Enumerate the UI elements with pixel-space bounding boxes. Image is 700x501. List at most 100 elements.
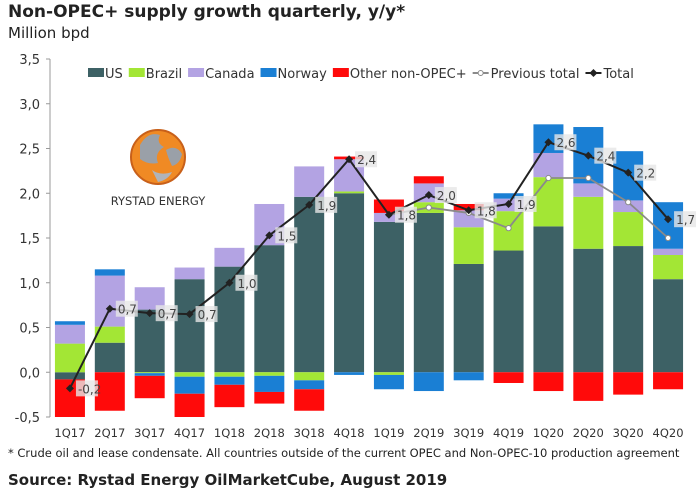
bar-norway <box>134 373 165 376</box>
x-tick-label: 3Q19 <box>453 426 484 440</box>
bar-other-non-opec- <box>254 391 285 404</box>
legend-swatch <box>332 68 349 77</box>
data-label-bg <box>554 134 577 151</box>
bar-canada <box>134 287 165 310</box>
bar-norway <box>493 193 524 199</box>
bar-us <box>254 245 285 373</box>
bar-us <box>334 193 365 373</box>
previous-total-point <box>545 174 552 182</box>
bar-brazil <box>573 196 604 249</box>
x-tick-label: 2Q17 <box>94 426 125 440</box>
bar-norway <box>54 321 85 325</box>
bar-canada <box>294 166 325 197</box>
bar-brazil <box>373 372 404 375</box>
legend-label: Norway <box>278 67 328 82</box>
total-point <box>265 231 274 240</box>
data-label: 0,7 <box>198 308 217 322</box>
bar-norway <box>294 380 325 390</box>
y-tick-label: 0,0 <box>19 366 40 381</box>
bar-other-non-opec- <box>94 372 125 411</box>
total-point <box>384 210 393 219</box>
data-label-bg <box>235 274 258 291</box>
bar-norway <box>94 269 125 276</box>
data-label-bg <box>394 206 417 223</box>
bar-other-non-opec- <box>613 372 644 395</box>
bar-us <box>613 246 644 373</box>
bar-brazil <box>453 227 484 264</box>
data-label: 0,7 <box>158 307 177 321</box>
data-label-bg <box>275 227 298 244</box>
source-note: Source: Rystad Energy OilMarketCube, Aug… <box>8 471 448 489</box>
data-label-bg <box>594 147 617 164</box>
data-label-bg <box>474 202 497 219</box>
bar-norway <box>373 374 404 390</box>
bar-norway <box>334 372 365 375</box>
bar-other-non-opec- <box>214 384 245 408</box>
bar-other-non-opec- <box>174 393 205 417</box>
bar-brazil <box>334 191 365 194</box>
bar-brazil <box>174 372 205 377</box>
bar-other-non-opec- <box>653 372 684 390</box>
bar-brazil <box>214 372 245 377</box>
data-label: 0,7 <box>118 303 137 317</box>
legend-label: US <box>105 67 123 82</box>
bar-canada <box>174 267 205 280</box>
y-tick-label: 2,5 <box>19 143 40 158</box>
total-point <box>544 138 553 147</box>
bar-canada <box>214 247 245 267</box>
legend-label: Brazil <box>146 67 182 82</box>
bar-norway <box>254 375 285 392</box>
logo-text: RYSTAD ENERGY <box>111 194 207 208</box>
y-tick-label: -0,5 <box>15 411 40 426</box>
bar-norway <box>453 372 484 381</box>
total-point <box>664 215 673 224</box>
total-point <box>305 200 314 209</box>
x-tick-label: 3Q17 <box>134 426 165 440</box>
data-label: 1,9 <box>317 199 336 213</box>
x-tick-label: 1Q17 <box>54 426 85 440</box>
bar-us <box>493 250 524 373</box>
x-tick-label: 4Q19 <box>493 426 524 440</box>
x-tick-label: 4Q18 <box>334 426 365 440</box>
data-label-bg <box>355 151 378 168</box>
previous-total-point <box>425 204 432 211</box>
bar-brazil <box>653 255 684 280</box>
data-label-bg <box>674 211 697 228</box>
bar-us <box>413 212 444 373</box>
bar-us <box>94 342 125 373</box>
bar-other-non-opec- <box>493 372 524 383</box>
data-label-bg <box>434 187 457 204</box>
bar-us <box>653 279 684 373</box>
data-label-bg <box>115 300 138 317</box>
previous-total-point <box>664 234 672 242</box>
data-label-bg <box>155 305 178 322</box>
bar-canada <box>613 200 644 213</box>
bar-norway <box>214 376 245 385</box>
y-tick-label: 2,0 <box>19 187 40 202</box>
data-label: 2,4 <box>596 150 615 164</box>
data-label: 1,8 <box>397 209 416 223</box>
x-tick-label: 3Q20 <box>613 426 644 440</box>
x-tick-label: 4Q17 <box>174 426 205 440</box>
data-label: 1,5 <box>277 229 296 243</box>
bar-brazil <box>254 372 285 376</box>
data-label: 2,2 <box>636 167 655 181</box>
legend-label: Previous total <box>491 67 580 82</box>
y-tick-label: 1,5 <box>19 232 40 247</box>
bar-brazil <box>134 372 165 374</box>
y-tick-label: 0,5 <box>19 322 40 337</box>
x-tick-label: 1Q20 <box>533 426 564 440</box>
bar-us <box>54 372 85 380</box>
y-tick-label: 3,0 <box>19 98 40 113</box>
total-point <box>185 310 194 319</box>
total-point <box>65 384 74 393</box>
x-tick-label: 1Q18 <box>214 426 245 440</box>
data-label: 1,0 <box>237 277 256 291</box>
bar-brazil <box>533 177 564 227</box>
bar-other-non-opec- <box>573 372 604 401</box>
legend-swatch <box>188 68 205 77</box>
legend-label: Canada <box>205 67 254 82</box>
total-point <box>345 155 354 164</box>
bar-us <box>573 248 604 373</box>
